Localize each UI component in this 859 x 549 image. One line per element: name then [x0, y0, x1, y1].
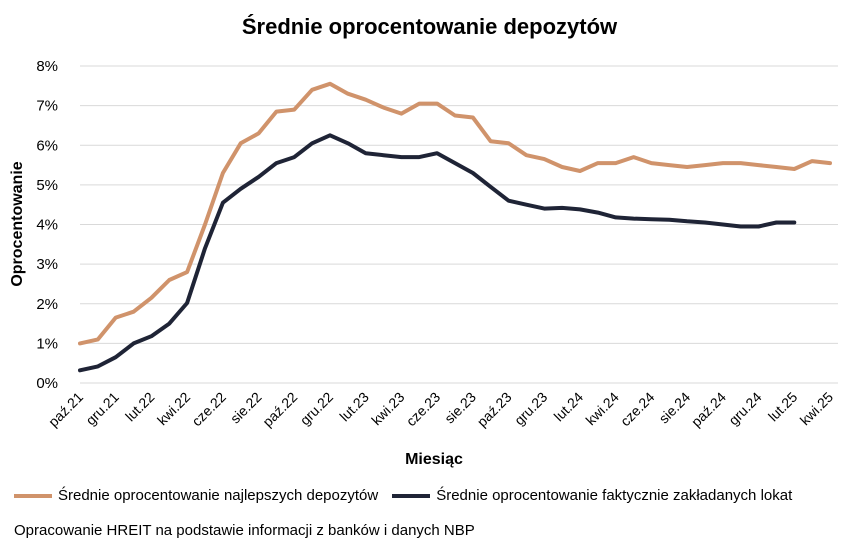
- y-tick-label: 0%: [36, 375, 58, 392]
- x-tick-label: cze.22: [188, 389, 229, 430]
- x-tick-label: lut.22: [122, 389, 158, 425]
- x-tick-label: kwi.22: [154, 389, 194, 429]
- series-line-0: [78, 81, 832, 346]
- x-tick-label: kwi.25: [797, 389, 837, 429]
- x-tick-label: gru.23: [511, 389, 551, 429]
- chart-title: Średnie oprocentowanie depozytów: [241, 14, 618, 39]
- x-tick-label: cze.24: [617, 389, 658, 430]
- x-axis-title: Miesiąc: [405, 451, 463, 468]
- x-tick-label: gru.24: [725, 389, 765, 429]
- x-tick-label: paź.21: [45, 389, 86, 430]
- y-axis-title: Oprocentowanie: [9, 161, 26, 286]
- x-tick-label: sie.24: [656, 389, 694, 427]
- legend-label-best-deposits: Średnie oprocentowanie najlepszych depoz…: [58, 487, 379, 504]
- x-tick-label: gru.21: [82, 389, 122, 429]
- y-tick-label: 2%: [36, 296, 58, 313]
- chart-legend: Średnie oprocentowanie najlepszych depoz…: [14, 487, 806, 504]
- legend-item-actual-deposits: Średnie oprocentowanie faktycznie zakład…: [392, 487, 792, 504]
- y-tick-label: 7%: [36, 98, 58, 115]
- y-tick-label: 4%: [36, 217, 58, 234]
- x-tick-label: lut.24: [551, 389, 587, 425]
- x-tick-label: paź.22: [259, 389, 300, 430]
- legend-swatch-best-deposits: [14, 493, 52, 498]
- series-line-1: [78, 133, 797, 373]
- source-note: Opracowanie HREIT na podstawie informacj…: [14, 522, 475, 539]
- x-tick-label: sie.22: [227, 389, 265, 427]
- x-tick-label: kwi.23: [368, 389, 408, 429]
- x-tick-label: paź.24: [688, 389, 729, 430]
- x-tick-label: gru.22: [297, 389, 337, 429]
- x-tick-label: lut.23: [336, 389, 372, 425]
- x-tick-label: kwi.24: [582, 389, 622, 429]
- legend-item-best-deposits: Średnie oprocentowanie najlepszych depoz…: [14, 487, 378, 504]
- y-tick-label: 1%: [36, 335, 58, 352]
- y-tick-label: 6%: [36, 137, 58, 154]
- y-tick-label: 3%: [36, 256, 58, 273]
- y-tick-label: 8%: [36, 58, 58, 75]
- x-tick-label: sie.23: [441, 389, 479, 427]
- x-tick-label: lut.25: [765, 389, 801, 425]
- x-tick-label: cze.23: [403, 389, 444, 430]
- x-tick-label: paź.23: [474, 389, 515, 430]
- legend-label-actual-deposits: Średnie oprocentowanie faktycznie zakład…: [436, 487, 793, 504]
- y-tick-label: 5%: [36, 177, 58, 194]
- legend-swatch-actual-deposits: [392, 493, 431, 498]
